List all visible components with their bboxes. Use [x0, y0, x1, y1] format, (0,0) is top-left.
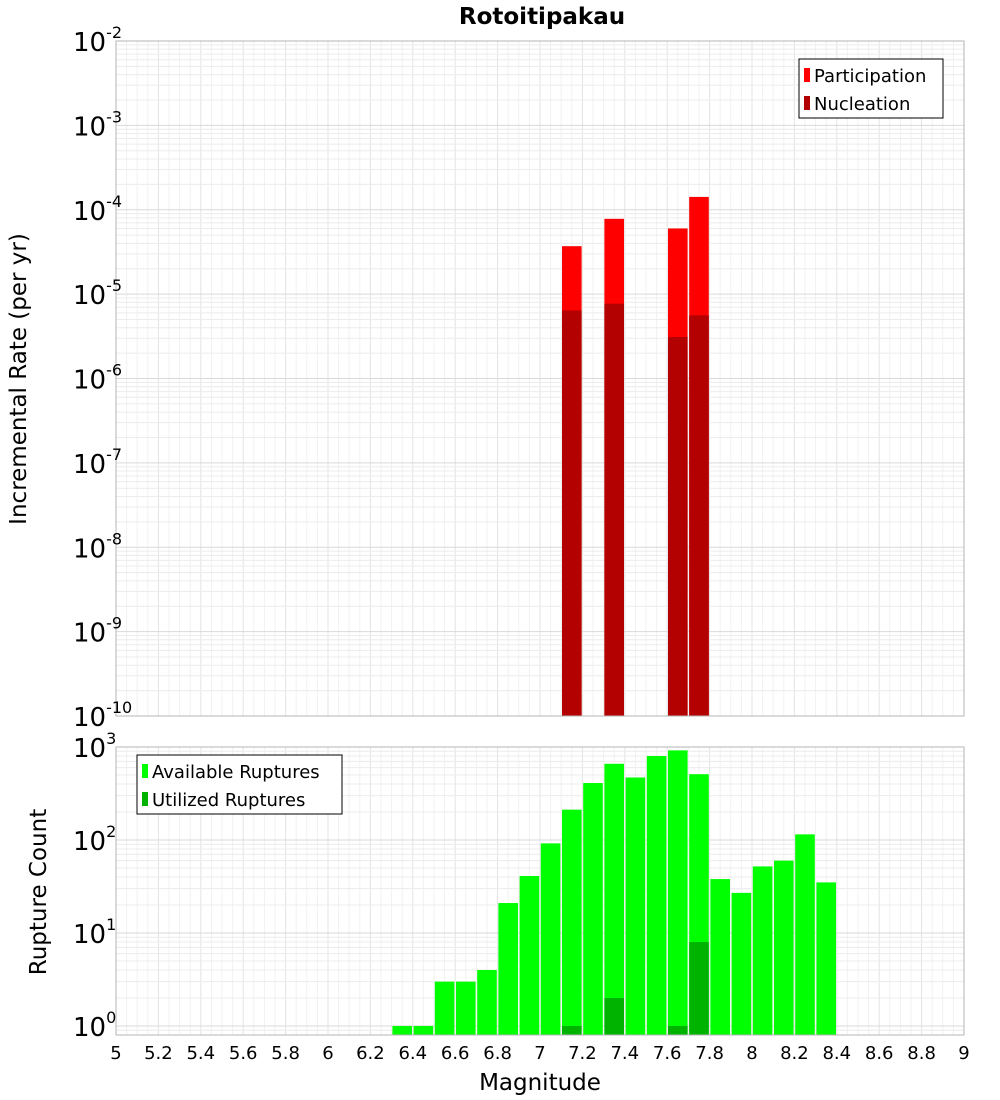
available-ruptures-bar [731, 892, 752, 1035]
y-tick-label: 10-4 [73, 192, 122, 227]
y-tick-label: 102 [73, 822, 116, 857]
x-tick-label: 5.8 [271, 1043, 300, 1064]
x-tick-label: 6.2 [356, 1043, 385, 1064]
utilized-ruptures-bar [667, 1025, 688, 1035]
y-tick-label: 10-2 [73, 23, 122, 58]
x-tick-label: 7.2 [568, 1043, 597, 1064]
utilized-ruptures-bar [604, 997, 625, 1035]
plot-frame [115, 40, 965, 717]
available-ruptures-bar [710, 879, 731, 1035]
y-tick-label: 10-9 [73, 614, 122, 649]
y-tick-label: 10-8 [73, 529, 122, 564]
nucleation-bar [689, 315, 709, 716]
available-ruptures-bar [498, 903, 519, 1035]
x-tick-label: 6.8 [483, 1043, 512, 1064]
x-tick-label: 8 [746, 1043, 757, 1064]
bottom-plot: 100 101 102 103 Available Ruptures Utilized R… [73, 729, 970, 1064]
x-tick-label: 8.4 [822, 1043, 851, 1064]
utilized-ruptures-bar [561, 1025, 582, 1035]
legend-swatch [804, 96, 810, 110]
x-tick-label: 5.4 [186, 1043, 215, 1064]
nucleation-bar [667, 337, 688, 716]
x-tick-label: 6.6 [441, 1043, 470, 1064]
y-tick-label: 10-10 [73, 698, 132, 733]
available-ruptures-bar [477, 969, 497, 1035]
x-tick-label: 7 [534, 1043, 545, 1064]
x-tick-label: 5.2 [144, 1043, 173, 1064]
legend-label: Participation [814, 66, 926, 87]
x-tick-label: 8.6 [865, 1043, 894, 1064]
nucleation-bar [561, 310, 582, 716]
nucleation-bar [604, 303, 625, 716]
x-tick-label: 5 [110, 1043, 121, 1064]
y-tick-label: 103 [73, 729, 116, 764]
legend-box [798, 58, 944, 119]
x-tick-label: 7.8 [695, 1043, 724, 1064]
legend-label: Utilized Ruptures [152, 790, 305, 811]
available-ruptures-bar [540, 843, 561, 1035]
x-tick-label: 7.4 [610, 1043, 639, 1064]
x-tick-label: 6 [322, 1043, 333, 1064]
available-ruptures-bar [646, 756, 667, 1035]
available-ruptures-bar [795, 834, 815, 1035]
available-ruptures-bar [583, 783, 603, 1035]
available-ruptures-bar [773, 860, 794, 1035]
x-tick-label: 9 [958, 1043, 969, 1064]
available-ruptures-bar [413, 1025, 434, 1035]
y-tick-label: 10-3 [73, 107, 122, 142]
x-tick-label: 8.2 [780, 1043, 809, 1064]
available-ruptures-bar [455, 981, 476, 1035]
utilized-ruptures-bar [689, 942, 709, 1035]
available-ruptures-bar [519, 876, 540, 1035]
legend-swatch [142, 764, 148, 778]
y-tick-label: 101 [73, 915, 116, 950]
available-ruptures-bar [667, 750, 688, 1035]
chart-title: Rotoitipakau [459, 4, 625, 30]
legend-label: Available Ruptures [152, 762, 320, 783]
y-tick-label: 100 [73, 1008, 116, 1043]
available-ruptures-bar [816, 882, 837, 1035]
x-tick-label: 6.4 [398, 1043, 427, 1064]
legend-swatch [804, 68, 810, 82]
available-ruptures-bar [604, 763, 625, 1035]
bottom-y-axis-label: Rupture Count [26, 809, 52, 975]
y-tick-label: 10-5 [73, 276, 122, 311]
x-axis-label: Magnitude [479, 1070, 601, 1096]
legend-swatch [142, 792, 148, 806]
x-tick-label: 8.8 [907, 1043, 936, 1064]
top-plot: 10-10 10-9 10-8 10-7 10-6 10-5 10-4 10-3 10-2 Par… [73, 23, 965, 733]
x-tick-label: 5.6 [229, 1043, 258, 1064]
available-ruptures-bar [625, 777, 646, 1035]
legend-box [136, 754, 343, 815]
plot-frame [115, 746, 965, 1036]
available-ruptures-bar [752, 866, 773, 1035]
top-y-axis-label: Incremental Rate (per yr) [6, 233, 32, 525]
y-tick-label: 10-7 [73, 445, 122, 480]
available-ruptures-bar [434, 981, 455, 1035]
available-ruptures-bar [561, 809, 582, 1035]
available-ruptures-bar [392, 1025, 413, 1035]
legend-label: Nucleation [814, 94, 910, 115]
y-tick-label: 10-6 [73, 361, 122, 396]
x-tick-label: 7.6 [653, 1043, 682, 1064]
